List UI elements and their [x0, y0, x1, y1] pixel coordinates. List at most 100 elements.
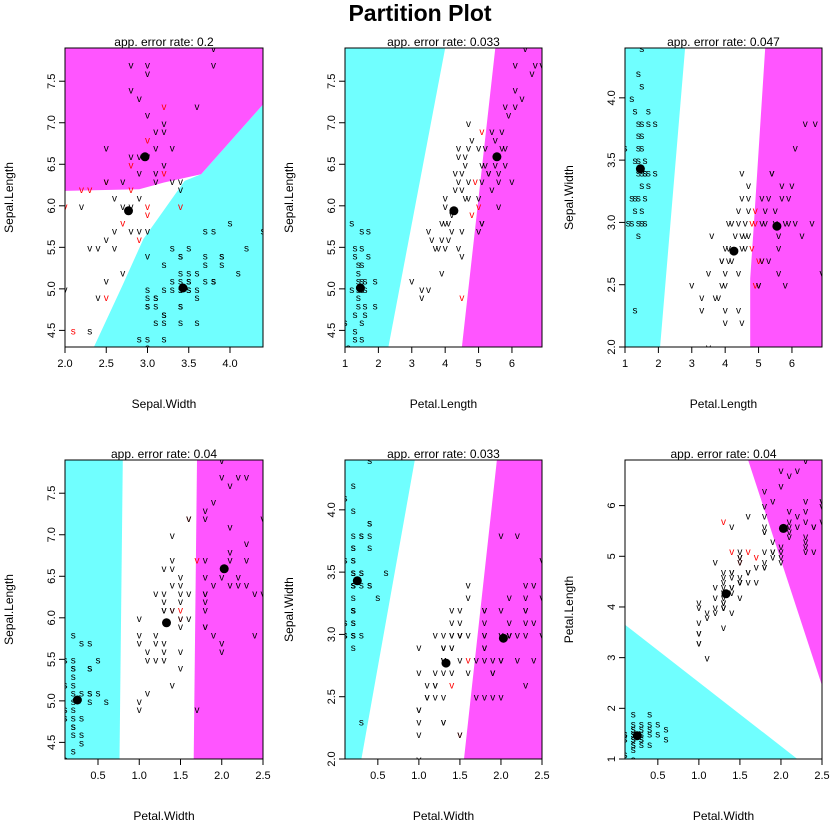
x-tick-label: 1.0: [132, 770, 147, 782]
data-point: s: [384, 568, 389, 579]
y-tick-label: 4.0: [326, 502, 338, 517]
data-point: v: [449, 606, 454, 617]
y-axis-label: Sepal.Length: [282, 162, 296, 233]
data-point: v: [811, 522, 816, 533]
data-point: v: [219, 647, 224, 658]
data-point: v: [203, 622, 208, 633]
data-point: v: [449, 227, 454, 238]
data-point: v: [162, 127, 167, 138]
x-axis-label: Petal.Width: [413, 809, 474, 823]
data-point: v: [696, 618, 701, 629]
data-point: v: [776, 231, 781, 242]
data-point: v: [490, 693, 495, 704]
misclassified-point: v: [162, 102, 167, 113]
class-centroid: [449, 206, 458, 215]
data-point: v: [503, 160, 508, 171]
data-point: v: [713, 603, 718, 614]
misclassified-point: v: [459, 293, 464, 304]
data-point: s: [366, 227, 371, 238]
data-point: v: [762, 562, 767, 573]
class-centroid: [442, 659, 451, 668]
data-point: s: [653, 119, 658, 130]
data-point: v: [499, 655, 504, 666]
data-point: v: [709, 231, 714, 242]
data-point: v: [186, 589, 191, 600]
data-point: v: [441, 643, 446, 654]
data-point: v: [219, 572, 224, 583]
data-point: v: [523, 618, 528, 629]
data-point: v: [736, 218, 741, 229]
data-point: v: [170, 177, 175, 188]
class-centroid: [162, 618, 171, 627]
data-point: s: [646, 119, 651, 130]
data-point: v: [162, 160, 167, 171]
data-point: s: [636, 194, 641, 205]
panel-title: app. error rate: 0.033: [387, 447, 500, 461]
data-point: v: [409, 277, 414, 288]
x-tick-label: 1.0: [691, 770, 706, 782]
data-point: s: [653, 169, 658, 180]
data-point: v: [721, 568, 726, 579]
data-point: v: [513, 86, 518, 97]
data-point: v: [203, 556, 208, 567]
data-point: v: [489, 185, 494, 196]
data-point: s: [79, 639, 84, 650]
data-point: v: [463, 194, 468, 205]
data-point: v: [513, 61, 518, 72]
data-point: v: [228, 556, 233, 567]
data-point: v: [457, 730, 462, 741]
panel-title: app. error rate: 0.04: [111, 447, 217, 461]
x-tick-label: 4: [442, 358, 448, 370]
data-point: s: [178, 252, 183, 263]
data-point: s: [211, 227, 216, 238]
data-point: v: [779, 542, 784, 553]
data-point: s: [639, 206, 644, 217]
y-tick-label: 7.5: [46, 486, 58, 501]
data-point: v: [443, 218, 448, 229]
data-point: v: [490, 668, 495, 679]
y-tick-label: 3.5: [326, 564, 338, 579]
data-point: s: [639, 181, 644, 192]
data-point: v: [482, 630, 487, 641]
panel-title: app. error rate: 0.2: [114, 35, 214, 49]
data-point: v: [170, 581, 175, 592]
data-point: v: [779, 481, 784, 492]
panel-2: vvvvvssssssssssssssssssssssssssssssvvvvv…: [282, 35, 545, 411]
y-tick-label: 4.5: [46, 735, 58, 750]
x-tick-label: 3.0: [140, 358, 155, 370]
data-point: v: [479, 177, 484, 188]
data-point: s: [367, 456, 372, 467]
x-tick-label: 1.5: [732, 770, 747, 782]
data-point: v: [713, 557, 718, 568]
data-point: s: [195, 268, 200, 279]
data-point: v: [457, 618, 462, 629]
data-point: v: [416, 643, 421, 654]
data-point: s: [349, 285, 354, 296]
data-point: v: [479, 218, 484, 229]
data-point: v: [705, 613, 710, 624]
misclassified-point: v: [79, 185, 84, 196]
data-point: s: [359, 335, 364, 346]
data-point: v: [170, 564, 175, 575]
data-point: v: [170, 680, 175, 691]
data-point: v: [466, 581, 471, 592]
data-point: s: [79, 738, 84, 749]
misclassified-point: v: [104, 293, 109, 304]
data-point: v: [723, 281, 728, 292]
data-point: v: [456, 152, 461, 163]
data-point: s: [633, 156, 638, 167]
data-point: v: [762, 527, 767, 538]
data-point: v: [449, 668, 454, 679]
data-point: s: [359, 260, 364, 271]
data-point: v: [195, 102, 200, 113]
data-point: v: [736, 268, 741, 279]
data-point: s: [203, 277, 208, 288]
data-point: v: [762, 486, 767, 497]
data-point: s: [351, 630, 356, 641]
data-point: v: [129, 86, 134, 97]
data-point: v: [729, 256, 734, 267]
panel-title: app. error rate: 0.033: [387, 35, 500, 49]
data-point: v: [779, 557, 784, 568]
data-point: v: [228, 481, 233, 492]
data-point: v: [87, 243, 92, 254]
